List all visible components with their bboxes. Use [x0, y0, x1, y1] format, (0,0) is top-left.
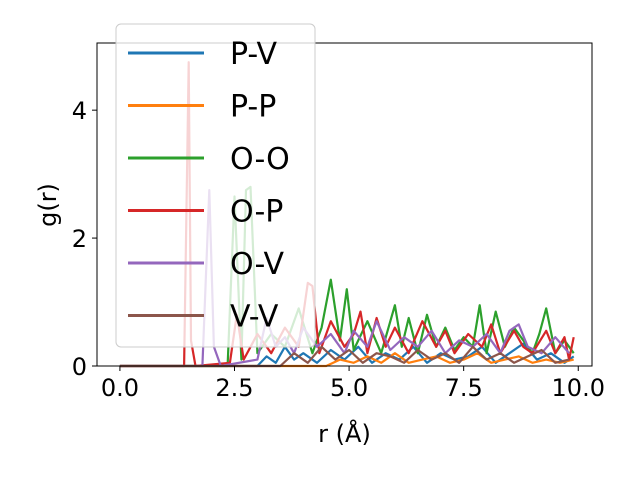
series-line-p-p — [119, 352, 574, 368]
x-tick-label: 0.0 — [101, 374, 139, 402]
x-tick-label: 5.0 — [330, 374, 368, 402]
legend-label-o-o: O-O — [230, 142, 290, 177]
x-tick-label: 2.5 — [215, 374, 253, 402]
legend-box — [115, 23, 316, 348]
ticks-layer: 0.0 2.5 5.0 7.5 10.0 0 2 4 — [72, 97, 605, 402]
legend-label-v-v: V-V — [230, 300, 279, 335]
legend-label-p-v: P-V — [230, 37, 277, 72]
y-tick-label: 0 — [72, 353, 87, 381]
series-line-v-v — [119, 345, 570, 368]
legend-label-o-p: O-P — [230, 195, 283, 230]
x-tick-label: 10.0 — [552, 374, 605, 402]
series-line-o-v — [119, 189, 570, 368]
x-tick-label: 7.5 — [445, 374, 483, 402]
y-tick-label: 2 — [72, 225, 87, 253]
legend-label-p-p: P-P — [230, 90, 276, 125]
y-axis-title: g(r) — [34, 183, 62, 227]
plot-frame — [96, 42, 593, 367]
legend: P-V P-P O-O O-P O-V V-V — [115, 23, 316, 348]
x-axis-title: r (Å) — [318, 419, 371, 448]
legend-label-o-v: O-V — [230, 247, 285, 282]
y-tick-label: 4 — [72, 97, 87, 125]
